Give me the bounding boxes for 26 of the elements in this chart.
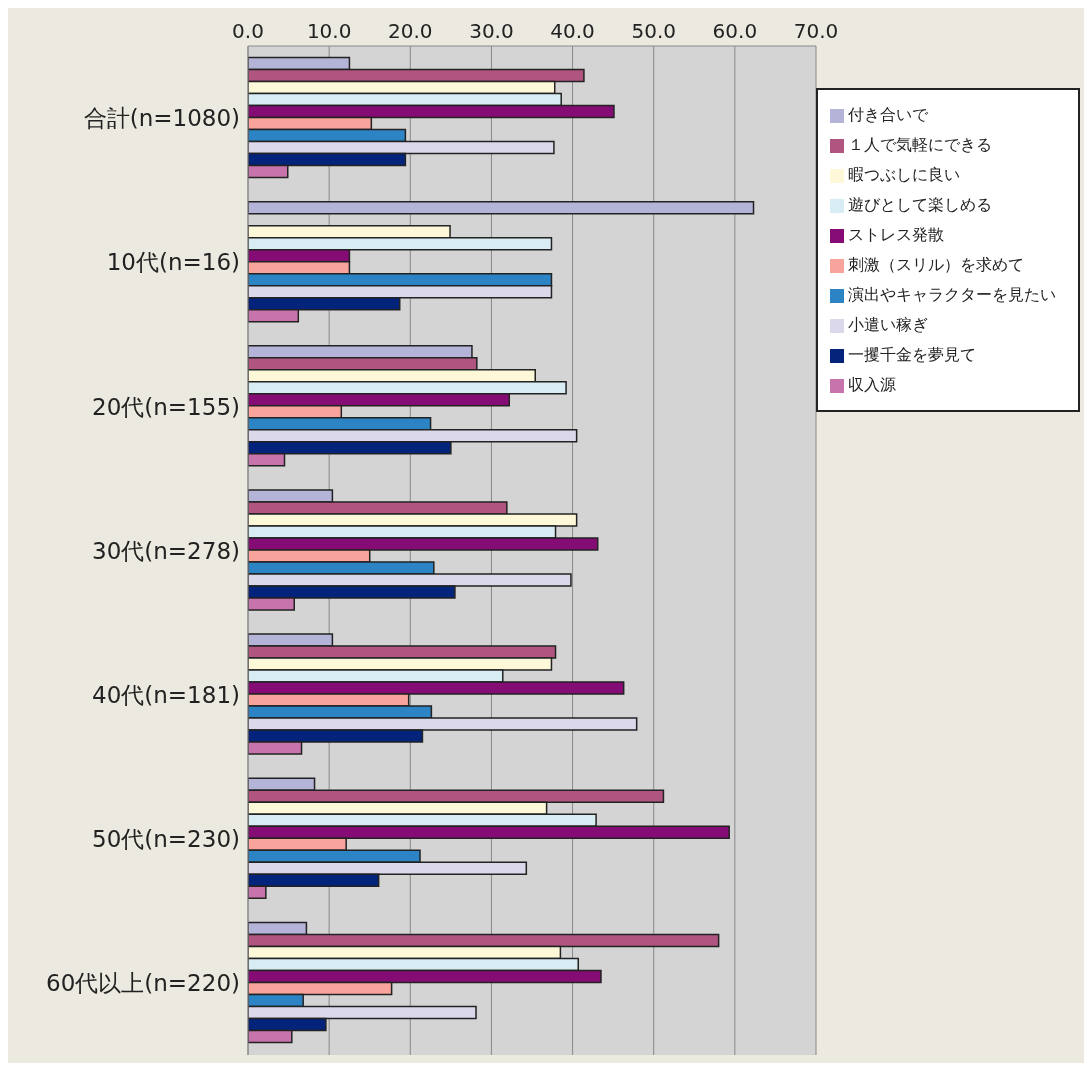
x-tick-label: 30.0: [469, 19, 514, 43]
y-tick-label: 50代(n=230): [92, 825, 240, 852]
y-tick-label: 40代(n=181): [92, 681, 240, 708]
legend-label: 一攫千金を夢見て: [848, 345, 976, 364]
y-tick-label: 20代(n=155): [92, 393, 240, 420]
x-tick-label: 60.0: [712, 19, 758, 43]
y-tick-label: 10代(n=16): [106, 249, 240, 276]
y-tick-label: 30代(n=278): [92, 537, 240, 564]
legend-label: 小遣い稼ぎ: [848, 315, 928, 334]
legend-label: 刺激（スリル）を求めて: [848, 255, 1024, 274]
legend-label: 演出やキャラクターを見たい: [848, 285, 1056, 304]
legend-label: 収入源: [848, 375, 896, 394]
y-tick-label: 60代以上(n=220): [46, 970, 240, 997]
x-tick-label: 20.0: [388, 19, 433, 43]
x-tick-label: 40.0: [550, 19, 595, 43]
x-tick-label: 0.0: [232, 19, 264, 43]
legend-label: １人で気軽にできる: [848, 135, 992, 154]
bar: [248, 200, 755, 215]
x-tick-label: 70.0: [793, 19, 839, 43]
legend-label: 暇つぶしに良い: [848, 165, 960, 184]
y-tick-label: 合計(n=1080): [83, 105, 240, 132]
x-tick-label: 50.0: [631, 19, 676, 43]
legend-label: ストレス発散: [848, 225, 944, 244]
legend-label: 遊びとして楽しめる: [848, 195, 992, 214]
legend-label: 付き合いで: [848, 105, 928, 124]
x-tick-label: 10.0: [306, 19, 352, 43]
